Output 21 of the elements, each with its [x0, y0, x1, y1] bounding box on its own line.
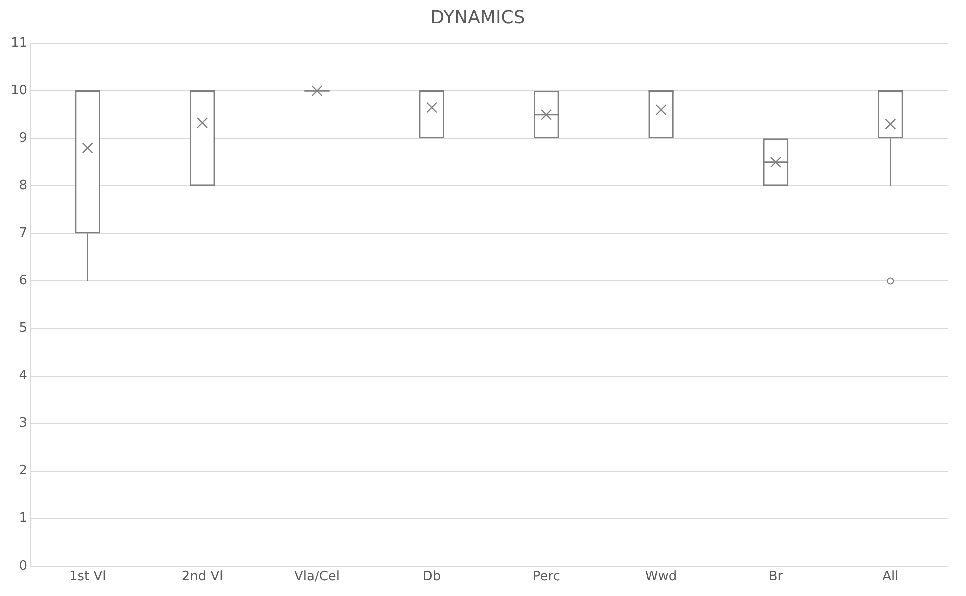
y-tick-label: 6: [19, 274, 28, 289]
x-tick-label: All: [882, 570, 899, 585]
y-tick-label: 3: [19, 416, 28, 432]
x-tick-label: 1st Vl: [69, 570, 106, 585]
x-tick-label: Wwd: [645, 570, 678, 585]
x-tick-label: 2nd Vl: [182, 570, 224, 585]
y-tick-label: 0: [19, 558, 28, 574]
y-tick-label: 11: [10, 36, 28, 51]
y-tick-label: 1: [19, 511, 28, 526]
y-tick-label: 5: [19, 321, 28, 336]
x-tick-label: Db: [422, 570, 442, 585]
x-tick-label: Vla/Cel: [294, 570, 340, 585]
x-tick-label: Perc: [532, 570, 560, 585]
y-tick-label: 9: [19, 131, 28, 146]
y-tick-label: 2: [19, 464, 28, 479]
x-tick-label: Br: [768, 570, 784, 585]
y-tick-label: 8: [19, 178, 28, 194]
y-tick-label: 7: [19, 226, 28, 242]
y-tick-label: 4: [19, 368, 28, 384]
chart-title: DYNAMICS: [430, 7, 526, 28]
y-tick-label: 10: [10, 84, 28, 98]
